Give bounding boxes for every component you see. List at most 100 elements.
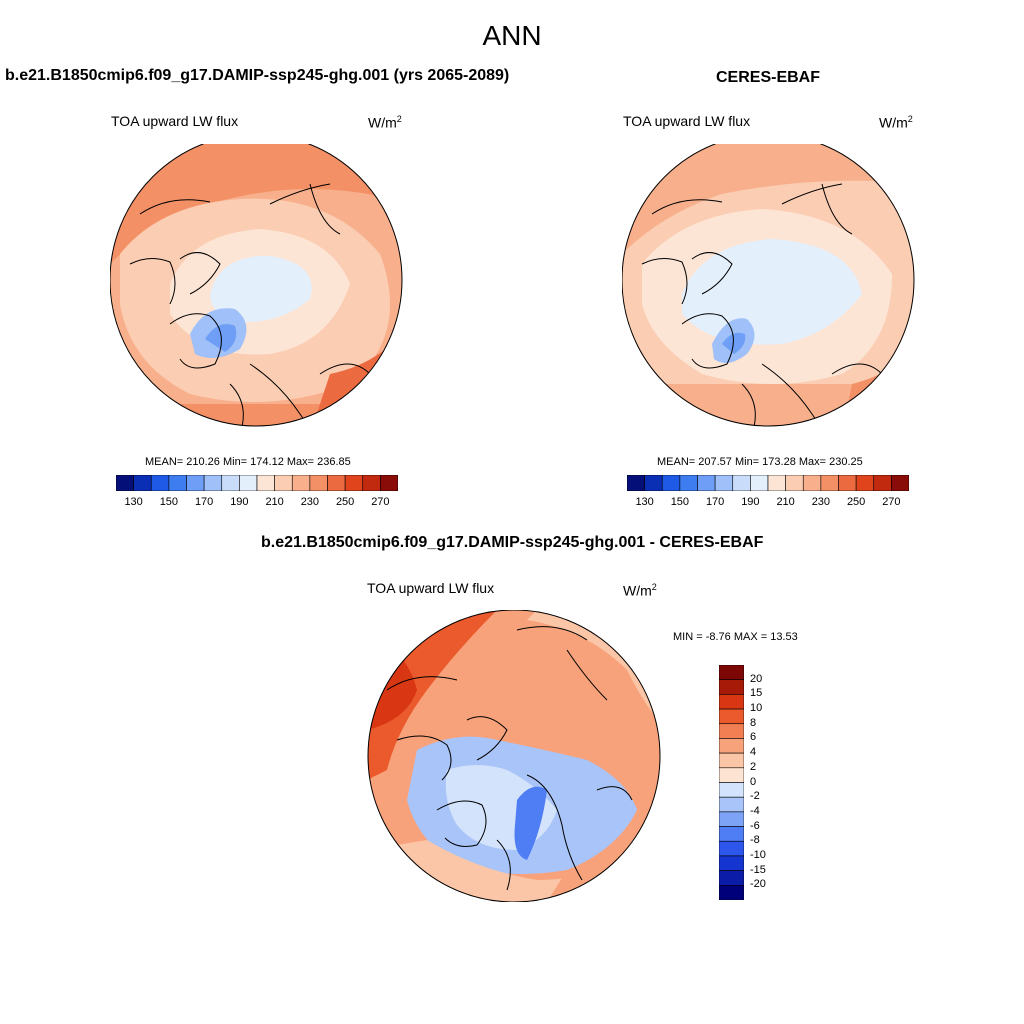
model-colorbar-swatch [309, 475, 328, 491]
obs-polar-map [622, 144, 915, 427]
obs-variable-label: TOA upward LW flux [623, 113, 751, 129]
diff-units-label: W/m2 [623, 582, 657, 599]
model-colorbar-swatch [362, 475, 381, 491]
model-panel-title: b.e21.B1850cmip6.f09_g17.DAMIP-ssp245-gh… [5, 67, 510, 84]
diff-variable-label: TOA upward LW flux [367, 580, 495, 596]
model-colorbar-tick-label: 270 [371, 496, 390, 508]
model-colorbar-swatch [221, 475, 240, 491]
obs-colorbar-tick-label: 270 [882, 496, 901, 508]
model-colorbar-tick-label: 210 [265, 496, 284, 508]
diff-colorbar-swatch [719, 782, 744, 798]
model-colorbar-swatch [256, 475, 275, 491]
obs-colorbar-swatch [750, 475, 769, 491]
model-colorbar-swatch [291, 475, 311, 491]
obs-colorbar-swatch [714, 475, 734, 491]
obs-colorbar-swatch [627, 475, 645, 491]
diff-colorbar-swatch [719, 767, 744, 783]
obs-colorbar-swatch [855, 475, 875, 491]
model-colorbar-tick-label: 170 [194, 496, 214, 508]
obs-colorbar-tick-label: 210 [776, 496, 795, 508]
model-stats: MEAN= 210.26 Min= 174.12 Max= 236.85 [145, 456, 351, 468]
figure-title: ANN [482, 20, 542, 51]
diff-colorbar-tick-label: 20 [750, 672, 763, 685]
obs-colorbar-swatch [697, 475, 716, 491]
diff-panel-title: b.e21.B1850cmip6.f09_g17.DAMIP-ssp245-gh… [261, 534, 764, 551]
diff-colorbar-swatch [719, 752, 744, 769]
diff-colorbar-tick-label: 2 [750, 760, 757, 773]
obs-units-label: W/m2 [879, 114, 913, 131]
diff-colorbar-ticks: 20 15 10 8 6 4 2 0 -2 -4 -6 -8 -10 -15 -20 [748, 665, 788, 900]
diff-colorbar-swatch [719, 723, 744, 739]
diff-colorbar-tick-label: 6 [750, 731, 757, 744]
obs-colorbar-tick-label: 150 [670, 496, 690, 508]
diff-colorbar-tick-label: 10 [750, 702, 763, 715]
obs-colorbar-swatch [838, 475, 857, 491]
model-colorbar-swatch [186, 475, 205, 491]
obs-colorbar-swatch [661, 475, 681, 491]
model-colorbar-swatch [150, 475, 170, 491]
obs-colorbar-tick-label: 170 [705, 496, 725, 508]
diff-colorbar-swatch [719, 738, 744, 754]
obs-colorbar-swatch [644, 475, 663, 491]
model-colorbar-tick-label: 230 [300, 496, 320, 508]
obs-colorbar-swatch [802, 475, 822, 491]
diff-colorbar-tick-label: 8 [750, 716, 757, 729]
model-colorbar-swatch [327, 475, 346, 491]
diff-colorbar-swatch [719, 708, 744, 725]
diff-colorbar-swatch [719, 679, 744, 695]
obs-colorbar-swatch [732, 475, 751, 491]
diff-colorbar-tick-label: -2 [750, 790, 760, 803]
model-colorbar-tick-label: 150 [159, 496, 179, 508]
model-colorbar-swatch [203, 475, 223, 491]
diff-colorbar-tick-label: -8 [750, 834, 760, 847]
diff-colorbar [719, 665, 744, 900]
diff-colorbar-swatch [719, 885, 744, 900]
diff-stats: MIN = -8.76 MAX = 13.53 [673, 631, 798, 643]
obs-colorbar-tick-label: 250 [846, 496, 866, 508]
obs-colorbar-ticks: 130 150 170 190 210 230 250 270 [627, 496, 909, 510]
diff-colorbar-tick-label: -10 [750, 848, 766, 861]
model-colorbar-ticks: 130 150 170 190 210 230 250 270 [116, 496, 398, 510]
diff-colorbar-tick-label: -20 [750, 878, 766, 891]
obs-colorbar-swatch [873, 475, 892, 491]
obs-colorbar-tick-label: 230 [811, 496, 831, 508]
diff-colorbar-tick-label: -4 [750, 804, 760, 817]
diff-colorbar-swatch [719, 665, 744, 680]
model-colorbar-swatch [116, 475, 134, 491]
diff-colorbar-tick-label: 0 [750, 775, 757, 788]
obs-colorbar-tick-label: 190 [741, 496, 760, 508]
obs-colorbar-tick-label: 130 [635, 496, 654, 508]
obs-panel-title: CERES-EBAF [716, 69, 821, 86]
obs-colorbar-swatch [679, 475, 698, 491]
model-colorbar-swatch [380, 475, 398, 491]
obs-stats: MEAN= 207.57 Min= 173.28 Max= 230.25 [657, 456, 863, 468]
diff-colorbar-tick-label: -6 [750, 819, 760, 832]
diff-polar-map [367, 610, 661, 902]
obs-colorbar-swatch [820, 475, 839, 491]
model-colorbar-tick-label: 130 [124, 496, 143, 508]
model-polar-map [110, 144, 403, 427]
obs-colorbar-swatch [785, 475, 804, 491]
diff-colorbar-swatch [719, 870, 744, 886]
diff-colorbar-tick-label: 4 [750, 746, 757, 759]
diff-colorbar-swatch [719, 694, 744, 710]
model-colorbar [116, 475, 398, 491]
model-units-label: W/m2 [368, 114, 402, 131]
diff-colorbar-swatch [719, 826, 744, 842]
model-colorbar-swatch [274, 475, 293, 491]
diff-colorbar-swatch [719, 811, 744, 827]
diff-colorbar-swatch [719, 840, 744, 857]
obs-colorbar [627, 475, 909, 491]
model-colorbar-swatch [168, 475, 187, 491]
diff-colorbar-swatch [719, 855, 744, 871]
model-colorbar-tick-label: 250 [335, 496, 355, 508]
model-variable-label: TOA upward LW flux [111, 113, 239, 129]
model-colorbar-swatch [239, 475, 258, 491]
obs-colorbar-swatch [767, 475, 786, 491]
diff-colorbar-tick-label: 15 [750, 687, 763, 700]
model-colorbar-swatch [344, 475, 364, 491]
model-colorbar-swatch [133, 475, 152, 491]
diff-colorbar-swatch [719, 796, 744, 813]
diff-colorbar-tick-label: -15 [750, 863, 766, 876]
obs-colorbar-swatch [891, 475, 909, 491]
